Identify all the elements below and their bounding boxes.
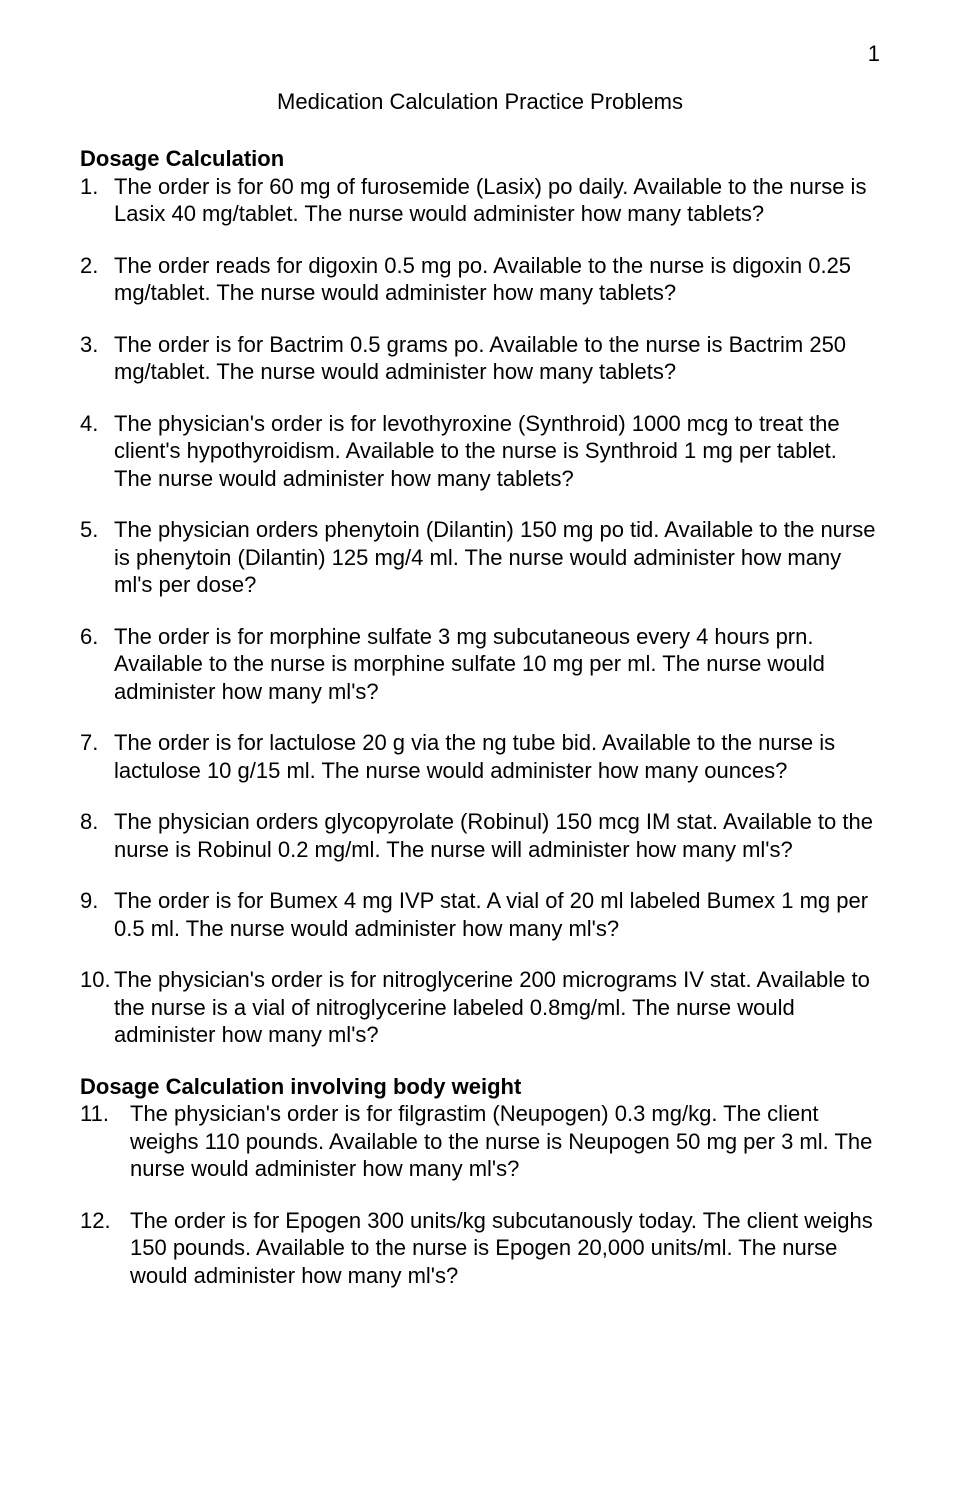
document-title: Medication Calculation Practice Problems: [80, 88, 880, 116]
item-text: The order is for 60 mg of furosemide (La…: [114, 173, 880, 228]
item-number: 7.: [80, 729, 114, 784]
problem-item: 6. The order is for morphine sulfate 3 m…: [80, 623, 880, 706]
item-text: The physician orders glycopyrolate (Robi…: [114, 808, 880, 863]
section-1-heading: Dosage Calculation: [80, 145, 880, 173]
item-number: 11.: [80, 1100, 130, 1183]
problem-item: 12. The order is for Epogen 300 units/kg…: [80, 1207, 880, 1290]
page-number: 1: [80, 40, 880, 68]
problem-item: 1. The order is for 60 mg of furosemide …: [80, 173, 880, 228]
item-number: 12.: [80, 1207, 130, 1290]
problem-item: 9. The order is for Bumex 4 mg IVP stat.…: [80, 887, 880, 942]
item-text: The order is for Epogen 300 units/kg sub…: [130, 1207, 880, 1290]
problem-item: 3. The order is for Bactrim 0.5 grams po…: [80, 331, 880, 386]
item-text: The order is for Bactrim 0.5 grams po. A…: [114, 331, 880, 386]
problem-item: 10. The physician's order is for nitrogl…: [80, 966, 880, 1049]
item-number: 5.: [80, 516, 114, 599]
item-number: 10.: [80, 966, 114, 1049]
item-text: The order is for morphine sulfate 3 mg s…: [114, 623, 880, 706]
item-text: The order reads for digoxin 0.5 mg po. A…: [114, 252, 880, 307]
problem-item: 7. The order is for lactulose 20 g via t…: [80, 729, 880, 784]
section-2-heading: Dosage Calculation involving body weight: [80, 1073, 880, 1101]
item-number: 6.: [80, 623, 114, 706]
item-number: 1.: [80, 173, 114, 228]
problem-item: 11. The physician's order is for filgras…: [80, 1100, 880, 1183]
problem-item: 2. The order reads for digoxin 0.5 mg po…: [80, 252, 880, 307]
problem-item: 4. The physician's order is for levothyr…: [80, 410, 880, 493]
item-text: The physician's order is for levothyroxi…: [114, 410, 880, 493]
item-text: The physician's order is for filgrastim …: [130, 1100, 880, 1183]
problem-item: 8. The physician orders glycopyrolate (R…: [80, 808, 880, 863]
item-number: 3.: [80, 331, 114, 386]
item-number: 4.: [80, 410, 114, 493]
item-number: 2.: [80, 252, 114, 307]
item-text: The order is for lactulose 20 g via the …: [114, 729, 880, 784]
problem-item: 5. The physician orders phenytoin (Dilan…: [80, 516, 880, 599]
item-text: The physician's order is for nitroglycer…: [114, 966, 880, 1049]
item-text: The order is for Bumex 4 mg IVP stat. A …: [114, 887, 880, 942]
item-text: The physician orders phenytoin (Dilantin…: [114, 516, 880, 599]
item-number: 9.: [80, 887, 114, 942]
item-number: 8.: [80, 808, 114, 863]
